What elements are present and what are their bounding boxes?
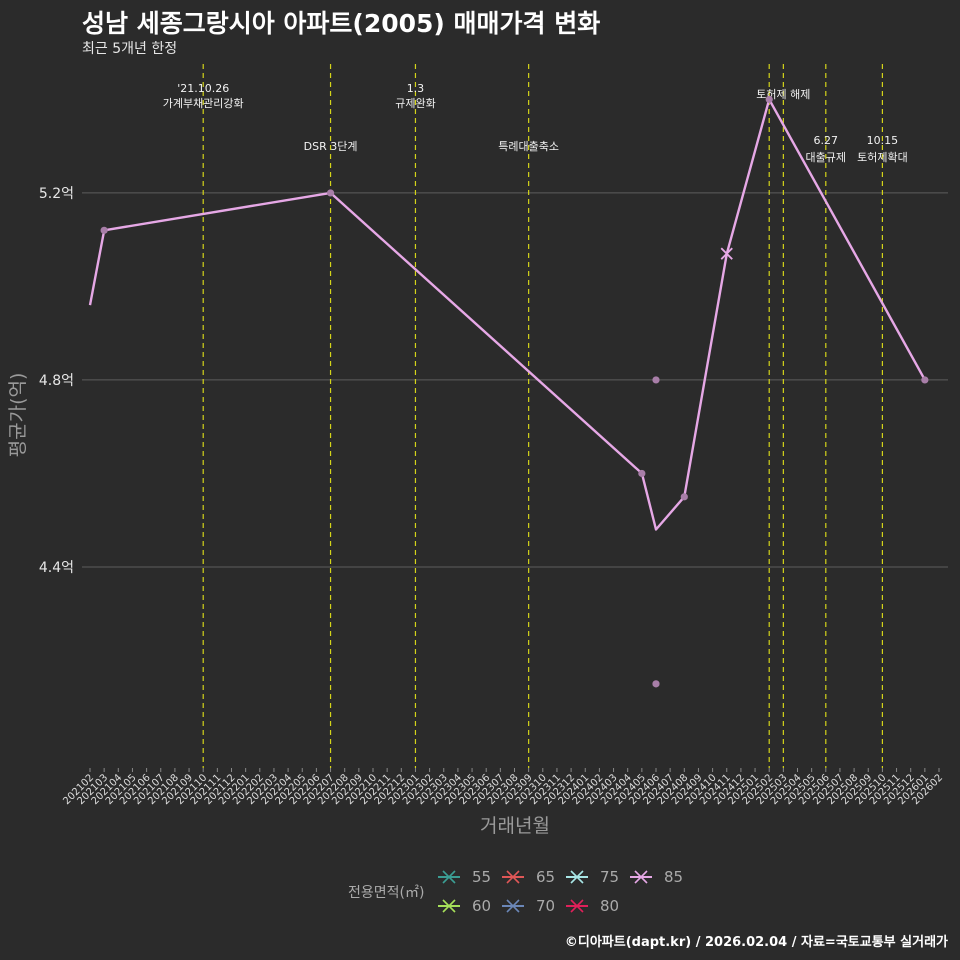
event-annotation: 규제완화 [395,97,435,110]
legend-title: 전용면적(㎡) [348,885,424,901]
legend-item-85: 85 [630,868,683,886]
event-annotation: 가계부채관리강화 [163,97,244,110]
chart-subtitle: 최근 5개년 한정 [82,41,178,57]
y-axis: 4.4억 4.8억 5.2억 [39,186,74,576]
legend-label: 70 [536,897,555,915]
legend-swatch-cross [570,870,584,884]
footer-credit: ©디아파트(dapt.kr) / 2026.02.04 / 자료=국토교통부 실… [564,935,948,950]
event-annotation: 10.15 [867,134,899,147]
data-point [765,95,773,104]
data-point [652,680,660,688]
legend-swatch-cross [634,870,648,884]
series-line-85 [88,98,926,531]
legend: 전용면적(㎡) 55 65 75 85 60 70 80 [348,868,683,915]
data-point [100,226,108,234]
event-annotation: 1.3 [407,82,425,95]
legend-swatch-cross [442,870,456,884]
legend-label: 55 [472,868,491,886]
gridlines [82,192,948,568]
legend-swatch-cross [570,899,584,913]
data-point [638,469,646,478]
event-annotation: DSR 3단계 [304,140,358,153]
series-layer [88,95,929,688]
data-point [680,493,688,501]
event-annotation: 대출규제 [806,151,846,164]
legend-item-55: 55 [438,868,491,886]
data-point [652,376,660,384]
legend-label: 75 [600,868,619,886]
chart-title: 성남 세종그랑시아 아파트(2005) 매매가격 변화 [82,9,601,38]
event-annotation: 6.27 [814,134,839,147]
x-axis-title: 거래년월 [480,815,550,837]
data-point [326,189,335,197]
legend-label: 65 [536,868,555,886]
legend-item-60: 60 [438,897,491,915]
legend-label: 80 [600,897,619,915]
legend-item-65: 65 [502,868,555,886]
data-point [921,376,929,384]
legend-swatch-cross [506,899,520,913]
legend-label: 85 [664,868,683,886]
legend-item-70: 70 [502,897,555,915]
y-tick-label: 4.4억 [39,560,74,576]
legend-swatch-cross [506,870,520,884]
legend-item-80: 80 [566,897,619,915]
legend-item-75: 75 [566,868,619,886]
event-annotation: 토허제확대 [857,151,908,164]
y-tick-label: 5.2억 [39,186,74,202]
y-tick-label: 4.8억 [39,373,74,389]
event-annotation: 특례대출축소 [498,140,559,153]
x-axis: 2021022021032021042021052021062021072021… [61,768,945,807]
legend-label: 60 [472,897,491,915]
event-annotation: 토허제 해제 [756,87,810,101]
event-annotation: '21.10.26 [177,82,229,95]
cross-marker [720,247,733,260]
y-axis-title: 평균가(억) [7,373,29,458]
legend-swatch-cross [442,899,456,913]
